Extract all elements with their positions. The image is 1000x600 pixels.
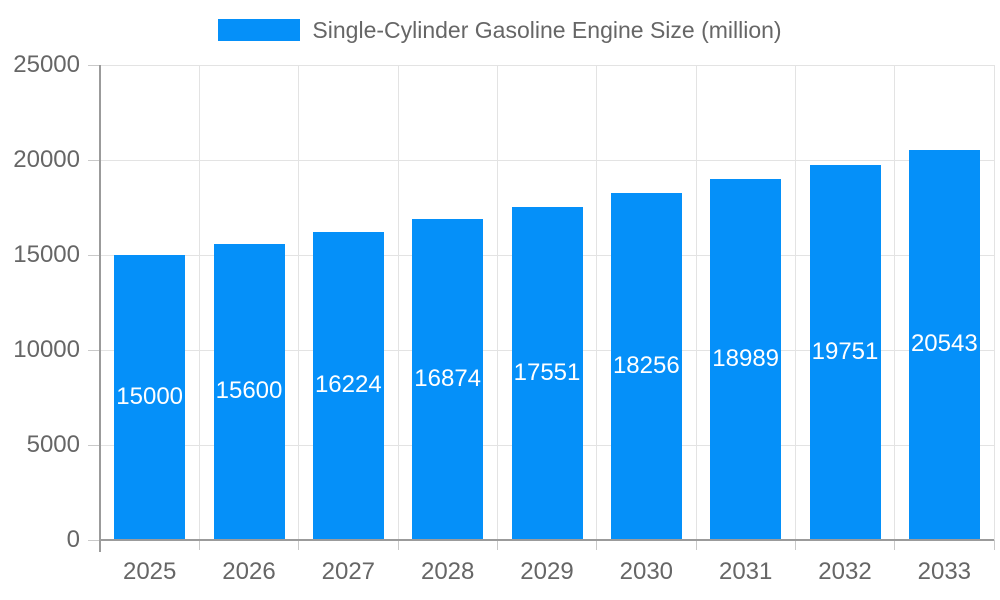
vertical-gridline [794,65,796,540]
x-axis-tick [198,540,200,550]
x-axis-line [100,539,994,541]
bar[interactable]: 16224 [312,231,384,539]
legend-series-label: Single-Cylinder Gasoline Engine Size (mi… [312,17,782,43]
bar-value-label: 16224 [314,371,382,399]
x-axis-tick [397,540,399,550]
x-axis-tick-label: 2031 [718,558,773,585]
y-axis-tick-label: 15000 [13,241,80,268]
vertical-gridline [496,65,498,540]
bar[interactable]: 18989 [710,179,782,539]
vertical-gridline [993,65,995,540]
vertical-gridline [596,65,598,540]
y-axis-tick [88,539,100,541]
bar[interactable]: 17551 [511,206,583,539]
bar[interactable]: 20543 [908,149,980,539]
x-axis-tick [695,540,697,550]
vertical-gridline [397,65,399,540]
x-axis-tick-label: 2032 [818,558,872,585]
bar[interactable]: 16874 [412,219,484,539]
y-axis-tick-label: 25000 [13,51,80,78]
bar-value-label: 15600 [215,377,283,405]
bar-value-label: 19751 [811,337,879,365]
x-axis-tick-label: 2033 [917,558,972,585]
bar-value-label: 20543 [910,330,978,358]
bar-value-label: 15000 [116,383,184,410]
y-axis-tick-label: 0 [66,526,80,553]
bar-value-label: 17551 [513,358,581,386]
bar[interactable]: 18256 [610,193,682,539]
horizontal-gridline [100,159,994,161]
x-axis-tick-label: 2027 [321,558,376,585]
vertical-gridline [695,65,697,540]
x-axis-tick [794,540,796,550]
bar[interactable]: 19751 [809,164,881,539]
vertical-gridline [298,65,300,540]
y-axis-tick-label: 20000 [13,146,80,173]
y-axis-line [99,65,101,552]
y-axis-tick [88,254,100,256]
x-axis-tick-label: 2029 [520,558,574,585]
x-axis-tick [496,540,498,550]
y-axis-tick [88,64,100,66]
x-axis-tick [894,540,896,550]
x-axis-tick [993,540,995,550]
y-axis-tick-label: 10000 [13,336,80,363]
y-axis-tick [88,159,100,161]
horizontal-gridline [100,64,994,66]
legend-item[interactable]: Single-Cylinder Gasoline Engine Size (mi… [218,16,782,44]
y-axis-tick [88,444,100,446]
x-axis-tick-label: 2030 [619,558,674,585]
bar-value-label: 16874 [414,365,482,393]
bar-value-label: 18256 [612,352,680,380]
x-axis-tick-label: 2026 [222,558,276,585]
vertical-gridline [894,65,896,540]
x-axis-tick-label: 2025 [122,558,177,585]
bar[interactable]: 15600 [213,243,285,539]
x-axis-tick [298,540,300,550]
bar-value-label: 18989 [712,345,780,373]
legend-color-swatch [218,19,301,41]
y-axis-tick [88,349,100,351]
vertical-gridline [198,65,200,540]
x-axis-tick-label: 2028 [420,558,475,585]
y-axis-tick-label: 5000 [26,431,80,458]
chart-legend: Single-Cylinder Gasoline Engine Size (mi… [0,16,1000,44]
x-axis-tick [596,540,598,550]
bar[interactable]: 15000 [114,255,186,539]
